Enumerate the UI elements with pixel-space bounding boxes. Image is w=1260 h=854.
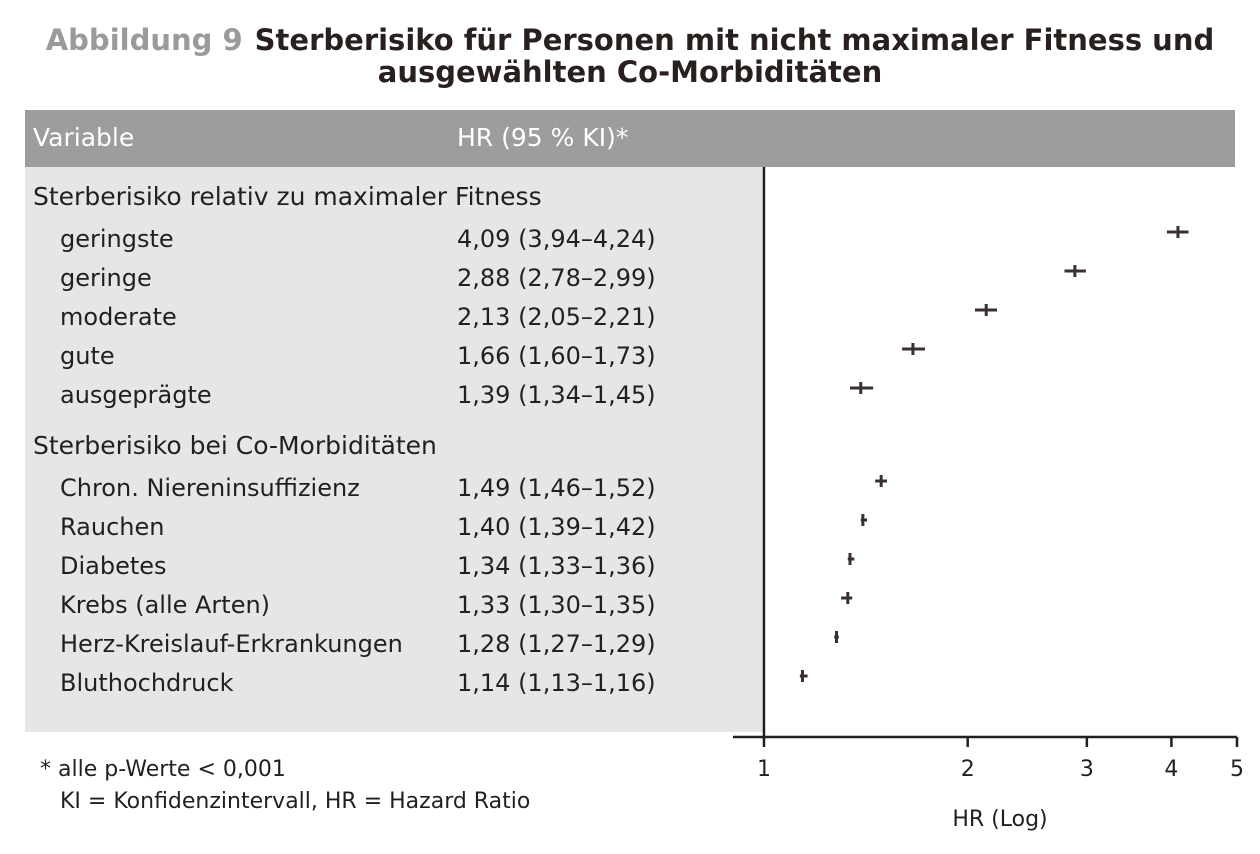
- x-tick-label: 4: [1164, 757, 1178, 782]
- value-label: 2,88 (2,78–2,99): [457, 264, 656, 292]
- value-label: 1,14 (1,13–1,16): [457, 669, 656, 697]
- x-tick-label: 5: [1230, 757, 1244, 782]
- column-header: Variable: [33, 123, 134, 152]
- row-label: gute: [60, 342, 115, 370]
- column-header: HR (95 % KI)*: [457, 123, 628, 152]
- value-label: 1,39 (1,34–1,45): [457, 381, 656, 409]
- row-label: Chron. Niereninsuffizienz: [60, 474, 360, 502]
- footnote: * alle p-Werte < 0,001: [40, 757, 286, 782]
- row-label: Diabetes: [60, 552, 167, 580]
- header-bar: [25, 110, 1235, 167]
- value-label: 1,66 (1,60–1,73): [457, 342, 656, 370]
- group-header: Sterberisiko bei Co-Morbiditäten: [33, 431, 437, 460]
- chart-title: Sterberisiko für Personen mit nicht maxi…: [255, 23, 1215, 57]
- group-header: Sterberisiko relativ zu maximaler Fitnes…: [33, 182, 542, 211]
- row-label: moderate: [60, 303, 177, 331]
- row-label: Herz-Kreislauf-Erkrankungen: [60, 630, 403, 658]
- value-label: 2,13 (2,05–2,21): [457, 303, 656, 331]
- x-tick-label: 3: [1080, 757, 1094, 782]
- value-label: 1,28 (1,27–1,29): [457, 630, 656, 658]
- value-label: 1,34 (1,33–1,36): [457, 552, 656, 580]
- x-tick-label: 1: [757, 757, 771, 782]
- footnote: KI = Konfidenzintervall, HR = Hazard Rat…: [60, 789, 530, 814]
- row-label: Krebs (alle Arten): [60, 591, 270, 619]
- title-line: Abbildung 9 Sterberisiko für Personen mit…: [46, 23, 1215, 57]
- row-label: Bluthochdruck: [60, 669, 234, 697]
- table-panel: [25, 167, 763, 732]
- row-label: geringe: [60, 264, 152, 292]
- value-label: 1,49 (1,46–1,52): [457, 474, 656, 502]
- row-label: Rauchen: [60, 513, 164, 541]
- value-label: 1,40 (1,39–1,42): [457, 513, 656, 541]
- value-label: 1,33 (1,30–1,35): [457, 591, 656, 619]
- x-tick-label: 2: [961, 757, 975, 782]
- value-label: 4,09 (3,94–4,24): [457, 225, 656, 253]
- x-axis-label: HR (Log): [952, 807, 1047, 832]
- row-label: ausgeprägte: [60, 381, 212, 409]
- row-label: geringste: [60, 225, 174, 253]
- figure-label: Abbildung 9: [46, 23, 243, 57]
- chart-title-line2: ausgewählten Co-Morbiditäten: [378, 55, 882, 89]
